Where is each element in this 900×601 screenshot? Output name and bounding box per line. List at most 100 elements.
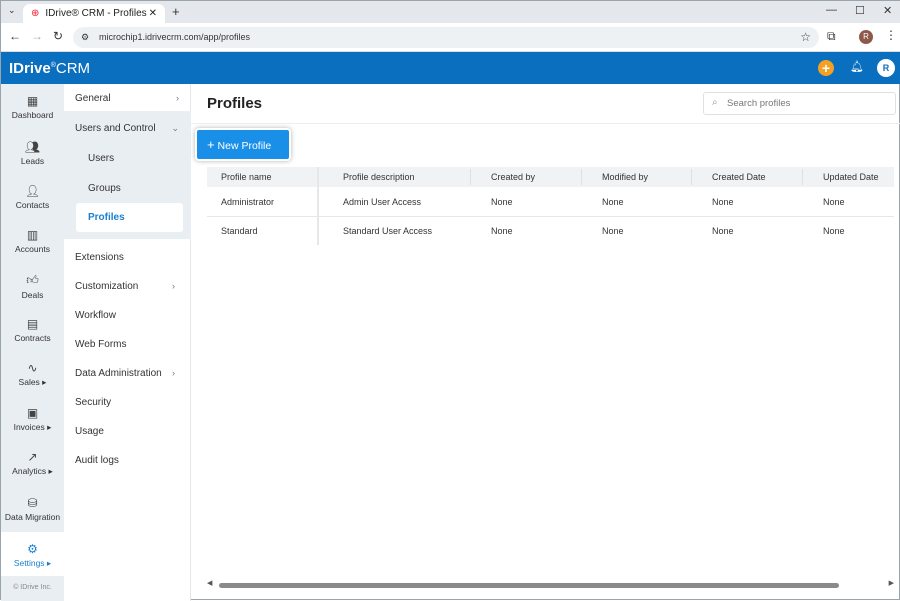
nav-label: Leads — [20, 156, 45, 166]
scrollbar-thumb[interactable] — [219, 583, 839, 588]
browser-menu-icon[interactable]: ⋮ — [885, 28, 897, 42]
address-bar-row: ← → ↻ ⚙ microchip1.idrivecrm.com/app/prof… — [1, 23, 900, 52]
submenu-security[interactable]: Security — [75, 397, 112, 408]
accounts-icon: ▥ — [26, 228, 39, 242]
table-cell: None — [491, 226, 513, 236]
gear-icon: ⚙ — [27, 542, 38, 556]
reload-icon[interactable]: ↻ — [53, 29, 64, 43]
column-header[interactable]: Profile name — [221, 172, 272, 182]
quick-add-button[interactable]: + — [818, 60, 834, 76]
submenu-profiles-active[interactable] — [76, 203, 183, 232]
submenu-users-and-control[interactable]: Users and Control ⌄ — [75, 123, 191, 134]
label: Users and Control — [75, 123, 156, 134]
label: Customization — [75, 281, 139, 292]
notification-bell-icon[interactable]: 🔔︎ — [850, 61, 864, 73]
submenu-data-administration[interactable]: Data Administration › — [75, 368, 191, 379]
header-separator — [581, 169, 582, 185]
header-separator — [802, 169, 803, 185]
dashboard-icon: ▦ — [26, 94, 39, 108]
label: New Profile — [217, 140, 272, 152]
nav-sales[interactable]: ∿ Sales ▸ — [1, 361, 64, 388]
horizontal-scrollbar[interactable]: ◀ ▶ — [207, 580, 894, 590]
main-content: Profiles ⌕ Search profiles + New Profile… — [191, 84, 900, 601]
column-header[interactable]: Created Date — [712, 172, 766, 182]
new-tab-icon[interactable]: + — [172, 4, 180, 19]
submenu-workflow[interactable]: Workflow — [75, 310, 116, 321]
forward-icon[interactable]: → — [31, 29, 43, 43]
table-cell[interactable]: Administrator — [221, 197, 275, 207]
bookmark-star-icon[interactable]: ☆ — [800, 30, 811, 44]
submenu-extensions[interactable]: Extensions — [75, 252, 124, 263]
browser-tab[interactable]: ⊕ IDrive® CRM - Profiles ✕ — [23, 4, 165, 23]
chevron-right-icon: › — [172, 368, 175, 378]
maximize-icon[interactable]: ☐ — [855, 5, 865, 17]
nav-label: Dashboard — [11, 110, 54, 120]
column-header[interactable]: Modified by — [602, 172, 649, 182]
table-cell: Admin User Access — [343, 197, 422, 207]
site-settings-icon[interactable]: ⚙ — [81, 32, 90, 42]
chevron-down-icon: ⌄ — [171, 123, 179, 133]
extensions-icon[interactable]: ⧉ — [827, 29, 836, 43]
submenu-usage[interactable]: Usage — [75, 426, 104, 437]
url-field[interactable]: ⚙ microchip1.idrivecrm.com/app/profiles ☆ — [73, 27, 819, 48]
nav-label: Sales ▸ — [18, 377, 47, 387]
contract-icon: ▤ — [26, 317, 39, 331]
back-icon[interactable]: ← — [9, 29, 21, 43]
nav-analytics[interactable]: ↗ Analytics ▸ — [1, 450, 64, 477]
table-cell: None — [712, 226, 734, 236]
new-profile-button[interactable]: + New Profile — [197, 130, 289, 159]
scroll-right-icon[interactable]: ▶ — [888, 580, 894, 587]
submenu-users[interactable]: Users — [88, 153, 115, 164]
tab-title: IDrive® CRM - Profiles — [45, 8, 147, 19]
tab-search-icon[interactable]: ⌄ — [8, 5, 16, 15]
nav-contracts[interactable]: ▤ Contracts — [1, 317, 64, 343]
submenu-general[interactable]: General › — [75, 93, 191, 104]
nav-data-migration[interactable]: ⛁ Data Migration — [1, 496, 64, 522]
nav-deals[interactable]: 👍︎ Deals — [1, 273, 64, 300]
scroll-left-icon[interactable]: ◀ — [207, 580, 213, 587]
chevron-right-icon: › — [176, 93, 179, 103]
url-text: microchip1.idrivecrm.com/app/profiles — [99, 32, 251, 42]
nav-dashboard[interactable]: ▦ Dashboard — [1, 94, 64, 120]
submenu-groups[interactable]: Groups — [88, 183, 121, 194]
nav-label: Contacts — [15, 200, 50, 210]
browser-profile-avatar[interactable]: R — [859, 30, 873, 44]
table-cell: None — [823, 197, 845, 207]
table-cell[interactable]: Standard — [221, 226, 258, 236]
copyright: © IDrive Inc. — [13, 584, 52, 591]
submenu-web-forms[interactable]: Web Forms — [75, 339, 127, 350]
nav-settings[interactable]: ⚙ Settings ▸ — [1, 532, 64, 576]
column-header[interactable]: Created by — [491, 172, 536, 182]
nav-contacts[interactable]: 👤︎ Contacts — [1, 184, 64, 210]
settings-submenu: General › Users and Control ⌄ Users Groups… — [64, 84, 191, 601]
close-window-icon[interactable]: ✕ — [883, 5, 893, 17]
thumbs-up-icon: 👍︎ — [26, 273, 39, 287]
minimize-icon[interactable]: — — [826, 4, 837, 16]
nav-label: Settings ▸ — [13, 558, 52, 568]
nav-invoices[interactable]: ▣ Invoices ▸ — [1, 406, 64, 433]
table-cell: None — [602, 226, 624, 236]
database-icon: ⛁ — [27, 496, 38, 510]
nav-leads[interactable]: 👥︎ Leads — [1, 140, 64, 166]
submenu-audit-logs[interactable]: Audit logs — [75, 455, 119, 466]
search-icon: ⌕ — [712, 97, 718, 108]
page-title: Profiles — [207, 95, 263, 112]
plus-icon: + — [207, 137, 215, 152]
label: General — [75, 93, 111, 104]
leads-icon: 👥︎ — [24, 140, 41, 154]
close-tab-icon[interactable]: ✕ — [148, 8, 157, 19]
search-placeholder: Search profiles — [727, 98, 791, 109]
submenu-customization[interactable]: Customization › — [75, 281, 191, 292]
column-header[interactable]: Updated Date — [823, 172, 879, 182]
nav-label: Contracts — [14, 333, 51, 343]
label: Data Administration — [75, 368, 162, 379]
table-cell: None — [602, 197, 624, 207]
nav-label: Data Migration — [4, 512, 61, 522]
browser-tab-bar: ⌄ ⊕ IDrive® CRM - Profiles ✕ + — ☐ ✕ — [1, 1, 900, 23]
submenu-profiles[interactable]: Profiles — [88, 212, 125, 223]
user-avatar[interactable]: R — [877, 59, 895, 77]
favicon-icon: ⊕ — [31, 8, 40, 19]
column-header[interactable]: Profile description — [343, 172, 415, 182]
search-input[interactable]: ⌕ Search profiles — [703, 92, 896, 115]
nav-accounts[interactable]: ▥ Accounts — [1, 228, 64, 254]
